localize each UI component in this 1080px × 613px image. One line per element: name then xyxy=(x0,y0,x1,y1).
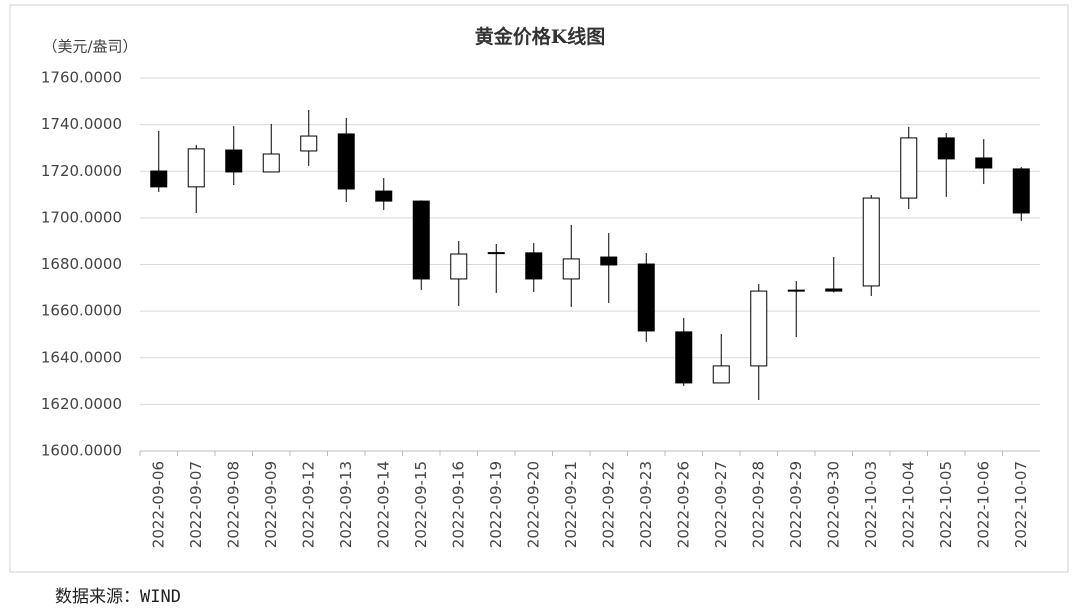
x-tick-label: 2022-09-13 xyxy=(337,461,355,548)
candle-body xyxy=(412,200,430,280)
candle-body xyxy=(637,263,655,332)
candle-body xyxy=(150,170,168,188)
x-tick-label: 2022-09-15 xyxy=(412,461,430,548)
y-tick-label: 1720.0000 xyxy=(41,162,122,180)
candle-body xyxy=(862,197,880,287)
y-tick-label: 1600.0000 xyxy=(41,442,122,460)
y-tick-label: 1700.0000 xyxy=(41,208,122,226)
x-tick-label: 2022-09-16 xyxy=(449,461,467,548)
x-tick-label: 2022-10-06 xyxy=(974,461,992,548)
x-tick-label: 2022-09-12 xyxy=(299,461,317,548)
x-tick-label: 2022-10-05 xyxy=(937,461,955,548)
x-tick-label: 2022-09-14 xyxy=(374,461,392,548)
candle-body xyxy=(525,252,543,280)
source: 数据来源：WIND xyxy=(55,587,181,607)
candle-body xyxy=(187,148,205,188)
candle-body xyxy=(975,157,993,169)
candle-body xyxy=(225,149,243,173)
candle-body xyxy=(337,133,355,190)
x-tick-label: 2022-09-26 xyxy=(674,461,692,548)
candle-body xyxy=(825,288,843,292)
x-tick-label: 2022-09-22 xyxy=(599,461,617,548)
candle-body xyxy=(712,365,730,384)
candle-body xyxy=(1012,168,1030,214)
x-tick-label: 2022-09-07 xyxy=(187,461,205,548)
candle-body xyxy=(262,153,280,173)
x-tick-label: 2022-09-30 xyxy=(824,461,842,548)
y-tick-label: 1620.0000 xyxy=(41,395,122,413)
y-tick-label: 1680.0000 xyxy=(41,255,122,273)
candle-body xyxy=(487,252,505,255)
x-tick-label: 2022-09-21 xyxy=(562,461,580,548)
candle-body xyxy=(375,190,393,202)
candle-body xyxy=(450,253,468,280)
candle-body xyxy=(300,135,318,152)
x-tick-label: 2022-09-29 xyxy=(787,461,805,548)
candle-body xyxy=(750,290,768,367)
y-axis-label: （美元/盎司） xyxy=(42,38,137,56)
candle-body xyxy=(937,137,955,160)
candle-body xyxy=(600,256,618,266)
chart-border xyxy=(9,4,1069,573)
candle-body xyxy=(562,258,580,280)
x-tick-label: 2022-09-23 xyxy=(637,461,655,548)
chart-title: 黄金价格K线图 xyxy=(475,25,606,48)
x-tick-label: 2022-09-27 xyxy=(712,461,730,548)
x-tick-label: 2022-09-08 xyxy=(224,461,242,548)
x-tick-label: 2022-09-06 xyxy=(149,461,167,548)
candle-body xyxy=(900,137,918,199)
candle-body xyxy=(675,331,693,384)
x-tick-label: 2022-10-03 xyxy=(862,461,880,548)
y-tick-label: 1760.0000 xyxy=(41,69,122,87)
y-tick-label: 1660.0000 xyxy=(41,302,122,320)
y-tick-label: 1640.0000 xyxy=(41,348,122,366)
x-tick-label: 2022-09-20 xyxy=(524,461,542,548)
candle-body xyxy=(787,289,805,292)
x-tick-label: 2022-09-19 xyxy=(487,461,505,548)
x-tick-label: 2022-10-07 xyxy=(1012,461,1030,548)
x-tick-label: 2022-09-09 xyxy=(262,461,280,548)
x-tick-label: 2022-09-28 xyxy=(749,461,767,548)
y-tick-label: 1740.0000 xyxy=(41,115,122,133)
x-tick-label: 2022-10-04 xyxy=(899,461,917,548)
